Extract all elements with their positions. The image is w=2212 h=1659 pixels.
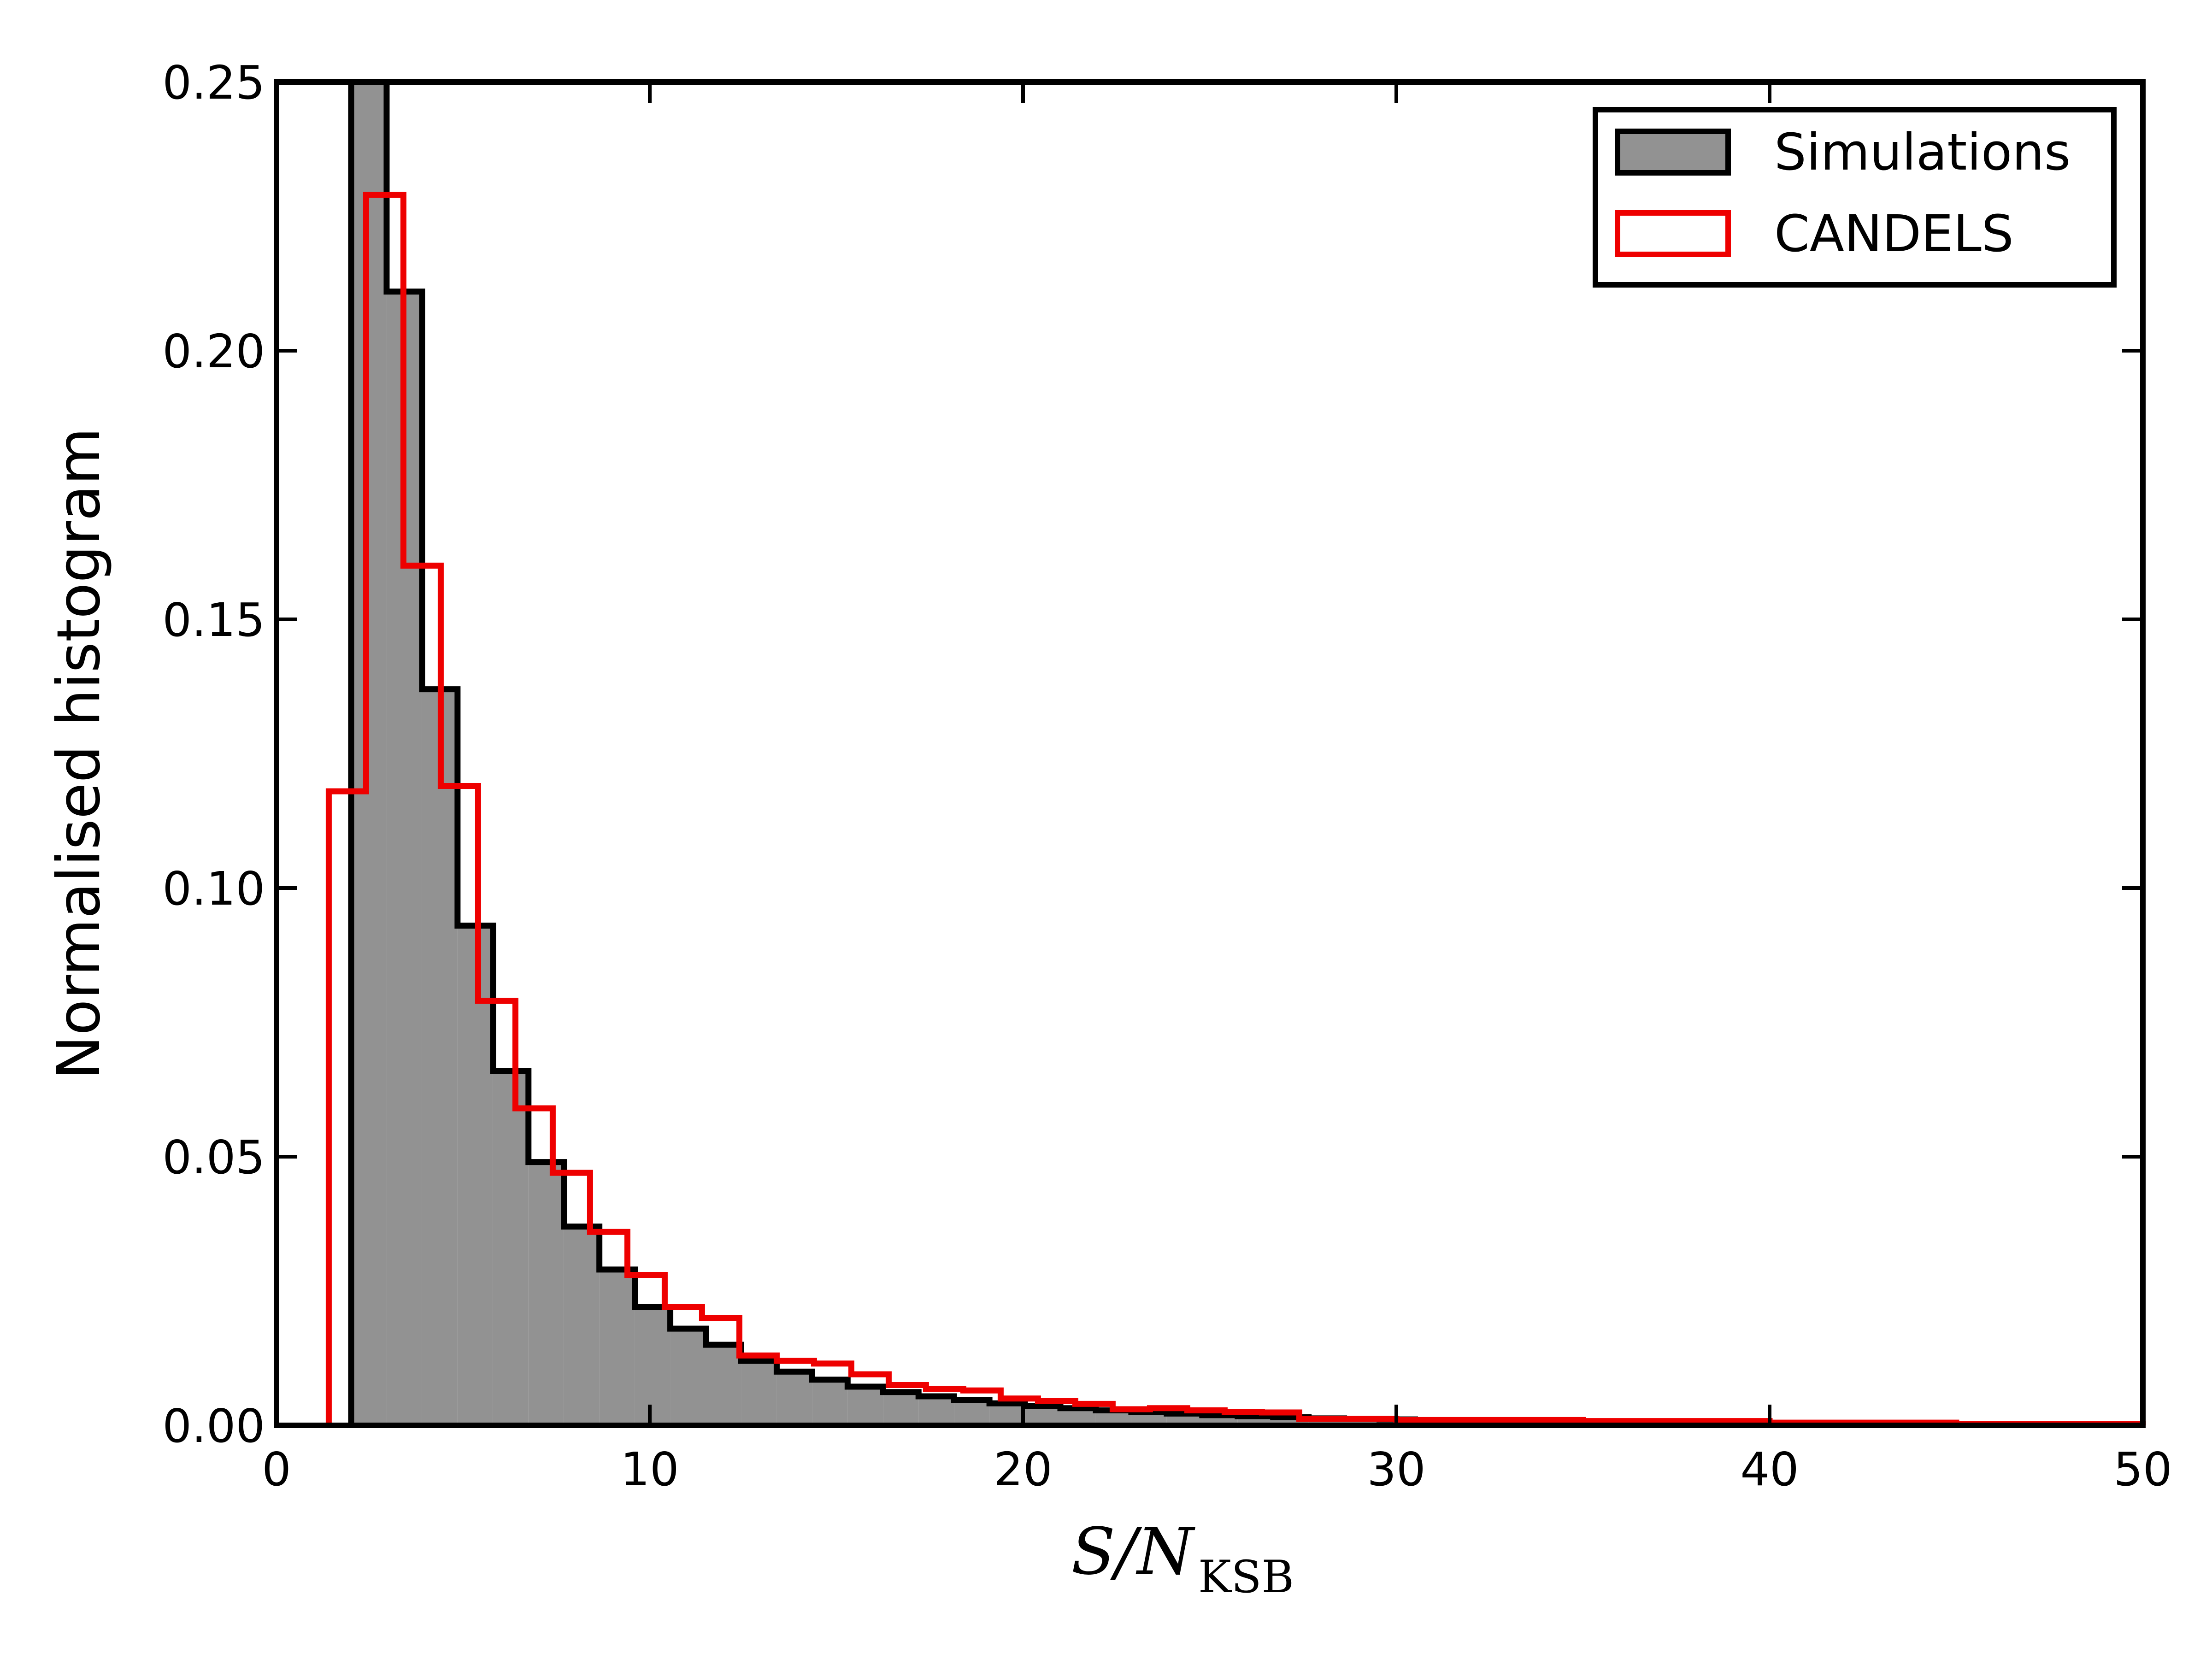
legend-label-candels: CANDELS	[1774, 204, 2014, 263]
y-tick-label: 0.20	[162, 324, 265, 378]
y-tick-label: 0.15	[162, 593, 265, 647]
legend: Simulations CANDELS	[1593, 107, 2117, 288]
x-tick-label: 20	[994, 1442, 1052, 1496]
x-tick-label: 30	[1367, 1442, 1425, 1496]
x-tick-label: 50	[2113, 1442, 2172, 1496]
bar-simulations	[564, 1226, 600, 1425]
bar-simulations	[1025, 1406, 1060, 1425]
ticks-layer: 0 10 20 30 40 50 0.00 0.05 0.10 0.15 0.20 0.25	[162, 56, 2172, 1496]
legend-swatch-candels	[1615, 210, 1731, 257]
bar-simulations	[883, 1392, 919, 1425]
bar-simulations	[422, 689, 458, 1425]
bar-simulations	[777, 1371, 812, 1425]
bar-simulations	[457, 925, 493, 1425]
series-candels	[325, 192, 2146, 1427]
y-tick-label: 0.05	[162, 1130, 265, 1184]
bar-simulations	[635, 1307, 671, 1425]
bar-simulations	[741, 1361, 777, 1425]
x-tick-label: 0	[262, 1442, 291, 1496]
x-axis-label-sub: KSB	[1198, 1551, 1294, 1603]
y-axis-label: Normalised histogram	[45, 428, 113, 1080]
x-tick-label: 40	[1740, 1442, 1799, 1496]
legend-swatch-simulations	[1615, 129, 1731, 176]
bar-simulations	[954, 1400, 990, 1425]
plot-area: 0 10 20 30 40 50 0.00 0.05 0.10 0.15 0.20 0.25	[162, 56, 2172, 1496]
plot-frame	[274, 79, 2146, 1428]
bar-simulations	[918, 1396, 954, 1425]
x-tick-label: 10	[620, 1442, 679, 1496]
bar-simulations	[528, 1162, 564, 1425]
y-tick-label: 0.00	[162, 1399, 265, 1453]
bar-simulations	[847, 1387, 883, 1425]
bar-simulations	[599, 1269, 635, 1425]
bar-simulations	[670, 1329, 706, 1425]
outline-candels	[325, 192, 2146, 1427]
legend-label-simulations: Simulations	[1774, 123, 2071, 182]
x-axis-label: S/N KSB	[1071, 1514, 1294, 1603]
bar-simulations	[812, 1379, 848, 1425]
bar-simulations	[706, 1345, 741, 1425]
y-tick-label: 0.10	[162, 862, 265, 916]
bar-simulations	[989, 1403, 1025, 1425]
y-tick-label: 0.25	[162, 56, 265, 110]
bar-simulations	[493, 1071, 529, 1425]
series-layer	[325, 79, 2146, 1428]
x-axis-label-main: S/N	[1071, 1514, 1195, 1589]
